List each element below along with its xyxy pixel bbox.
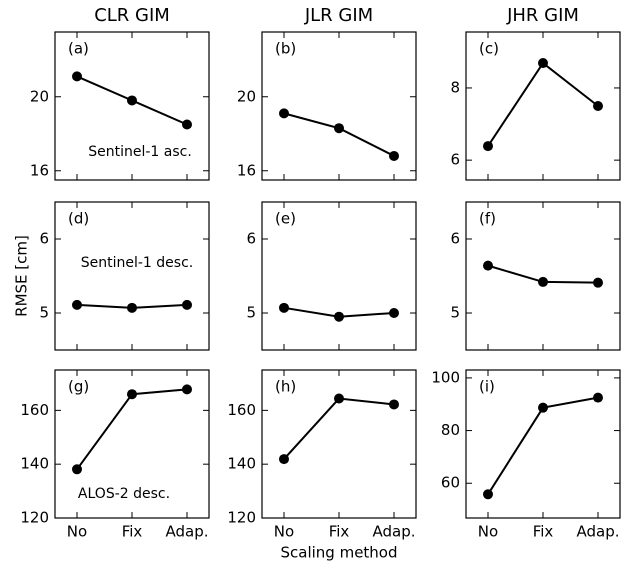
- y-tick-label: 5: [450, 304, 460, 322]
- point: [72, 71, 82, 82]
- point: [279, 108, 289, 119]
- annotation: Sentinel-1 desc.: [81, 255, 193, 271]
- x-tick-label: No: [274, 523, 294, 541]
- point: [483, 260, 493, 271]
- y-tick-label: 16: [237, 161, 256, 179]
- panel-label: (i): [479, 378, 495, 396]
- x-tick-label: No: [67, 523, 87, 541]
- line: [283, 397, 395, 460]
- line: [76, 388, 188, 470]
- point: [72, 464, 82, 475]
- y-tick-label: 160: [20, 401, 49, 419]
- point: [593, 277, 603, 288]
- annotation: ALOS-2 desc.: [78, 486, 170, 502]
- x-tick-label: Adap.: [576, 523, 619, 541]
- y-tick-label: 6: [39, 230, 49, 248]
- x-tick-label: Fix: [533, 523, 554, 541]
- point: [483, 489, 493, 500]
- point: [127, 302, 137, 313]
- panel-label: (c): [479, 40, 499, 58]
- y-tick-label: 5: [39, 304, 49, 322]
- y-tick-label: 120: [20, 509, 49, 527]
- panel-label: (b): [275, 40, 296, 58]
- point: [538, 58, 548, 69]
- line: [487, 61, 599, 147]
- annotation: Sentinel-1 asc.: [88, 144, 192, 160]
- y-tick-label: 8: [450, 78, 460, 96]
- point: [279, 302, 289, 313]
- point: [593, 392, 603, 403]
- y-tick-label: 20: [237, 87, 256, 105]
- point: [279, 454, 289, 465]
- point: [127, 95, 137, 106]
- point: [334, 393, 344, 404]
- panel-label: (a): [68, 40, 89, 58]
- y-tick-label: 6: [450, 151, 460, 169]
- panel-label: (e): [275, 210, 296, 228]
- y-tick-label: 16: [30, 161, 49, 179]
- y-tick-label: 120: [227, 509, 256, 527]
- point: [182, 384, 192, 395]
- x-tick-label: Adap.: [372, 523, 415, 541]
- y-tick-label: 140: [20, 455, 49, 473]
- column-title: JLR GIM: [304, 5, 373, 26]
- x-tick-label: Fix: [122, 523, 143, 541]
- y-tick-label: 5: [246, 304, 256, 322]
- y-tick-label: 160: [227, 401, 256, 419]
- panel-label: (f): [479, 210, 496, 228]
- y-tick-label: 60: [441, 474, 460, 492]
- y-tick-label: 6: [450, 230, 460, 248]
- point: [389, 308, 399, 318]
- y-axis-label: RMSE [cm]: [13, 235, 31, 317]
- line: [283, 112, 395, 157]
- point: [538, 276, 548, 287]
- x-axis-label: Scaling method: [280, 544, 397, 562]
- panel-label: (h): [275, 378, 296, 396]
- panel-label: (g): [68, 378, 89, 396]
- x-tick-label: Fix: [329, 523, 350, 541]
- point: [72, 299, 82, 310]
- point: [127, 389, 137, 400]
- y-tick-label: 80: [441, 421, 460, 439]
- column-title: CLR GIM: [94, 5, 170, 26]
- point: [182, 299, 192, 310]
- x-tick-label: Adap.: [165, 523, 208, 541]
- point: [483, 141, 493, 152]
- point: [334, 123, 344, 134]
- point: [389, 399, 399, 410]
- y-tick-label: 6: [246, 230, 256, 248]
- panel-label: (d): [68, 210, 89, 228]
- y-tick-label: 140: [227, 455, 256, 473]
- point: [389, 150, 399, 161]
- point: [593, 101, 603, 111]
- y-tick-label: 20: [30, 87, 49, 105]
- point: [538, 402, 548, 413]
- column-title: JHR GIM: [506, 5, 579, 26]
- point: [182, 119, 192, 130]
- x-tick-label: No: [478, 523, 498, 541]
- y-tick-label: 100: [431, 368, 460, 386]
- point: [334, 311, 344, 322]
